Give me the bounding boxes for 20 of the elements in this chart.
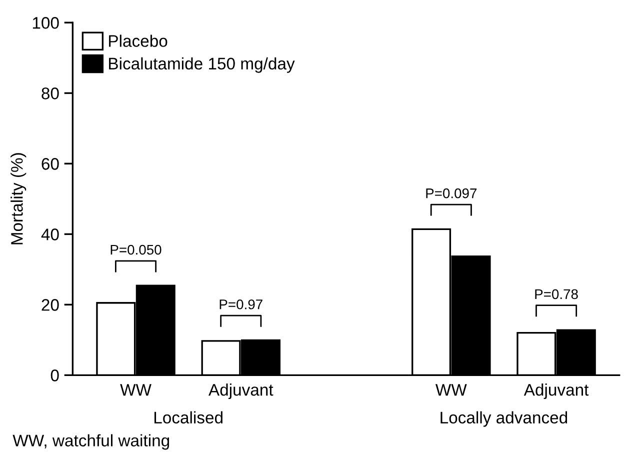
y-tick-label: 100	[32, 17, 59, 29]
y-tick-label: 20	[42, 299, 59, 311]
y-tick-label: 80	[42, 88, 59, 100]
x-tick-label: WW	[435, 384, 467, 396]
annotation: P=0.050	[110, 244, 162, 255]
x-tick-label: Adjuvant	[208, 383, 274, 400]
text: Locally advanced	[440, 411, 568, 427]
x-tick-label: WW	[120, 384, 152, 396]
y-axis-title: Mortality (%)	[10, 153, 26, 244]
annotation: P=0.78	[535, 289, 578, 300]
legend-label: Bicalutamide 150 mg/day	[109, 57, 295, 73]
legend-label: Placebo	[109, 34, 168, 47]
text: Localised	[154, 411, 222, 424]
y-tick-label: 60	[42, 158, 59, 170]
annotation: P=0.097	[426, 188, 477, 198]
y-tick-label: 40	[41, 228, 59, 240]
text: WW, watchful waiting	[12, 434, 170, 450]
annotation: P=0.97	[220, 299, 262, 310]
x-tick-label: Adjuvant	[524, 383, 589, 400]
y-tick-label: 0	[50, 370, 59, 382]
